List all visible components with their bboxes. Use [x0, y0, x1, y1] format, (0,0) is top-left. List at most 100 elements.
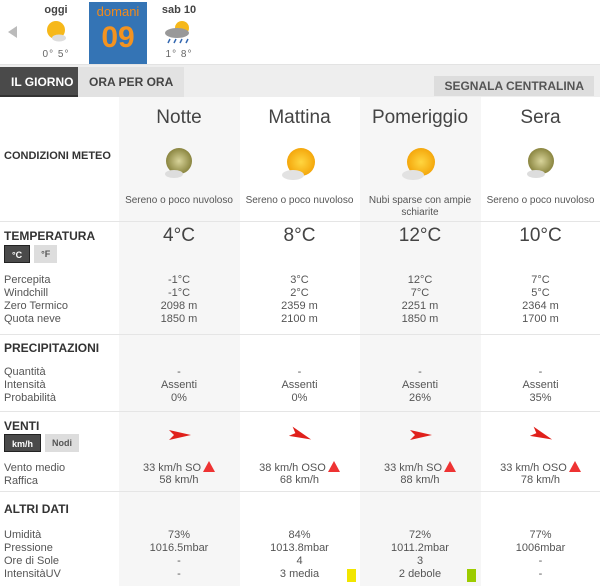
view-tabs: IL GIORNO ORA PER ORA SEGNALA CENTRALINA: [0, 65, 600, 97]
wind-average: 33 km/h SO: [119, 461, 239, 475]
wind-direction-arrow-icon: [360, 422, 480, 452]
period-name: Sera: [520, 107, 561, 128]
day-number: 09: [101, 21, 135, 54]
row-label: Intensità: [4, 379, 46, 391]
day-selector: oggi 0° 5° domani 09 sab 10 1° 8°: [0, 0, 600, 65]
precip-prob-value: 0%: [291, 392, 308, 404]
wind-direction-arrow-icon: [481, 422, 600, 452]
wind-speed: 38 km/h OSO: [259, 462, 326, 474]
condition-desc: Sereno o poco nuvoloso: [125, 195, 233, 206]
humidity-value: 72%: [408, 529, 432, 541]
day-name: oggi: [44, 4, 68, 16]
condition-desc: Sereno o poco nuvoloso: [486, 195, 595, 206]
uv-color-indicator: [346, 569, 356, 582]
precip-intensity-value: Assenti: [281, 379, 318, 391]
perceived-value: 3°C: [290, 274, 309, 286]
sun-cloud-icon: [240, 145, 360, 187]
row-label: Raffica: [4, 475, 39, 487]
row-label: IntensitàUV: [4, 568, 61, 580]
row-label: Windchill: [4, 287, 49, 299]
freezing-level-value: 2359 m: [281, 300, 318, 312]
report-station-button[interactable]: SEGNALA CENTRALINA: [434, 76, 594, 96]
section-title: ALTRI DATI: [4, 502, 69, 516]
period-name: Mattina: [268, 107, 331, 128]
wind-speed: 33 km/h SO: [142, 462, 202, 474]
precip-prob-value: 35%: [529, 392, 552, 404]
section-title: PRECIPITAZIONI: [4, 341, 100, 355]
fahrenheit-button[interactable]: °F: [34, 245, 58, 263]
knots-button[interactable]: Nodi: [45, 434, 80, 452]
period-name: Pomeriggio: [371, 107, 469, 128]
windchill-value: 7°C: [410, 287, 430, 299]
condition-desc: Nubi sparse con ampie schiarite: [368, 195, 472, 218]
sun-hours-value: 3: [416, 555, 424, 567]
row-label: Umidità: [4, 529, 42, 541]
uv-index-value: 2 debole: [398, 568, 442, 580]
prev-arrow-icon[interactable]: [8, 26, 17, 38]
precip-intensity-value: Assenti: [522, 379, 559, 391]
snow-level-value: 1700 m: [522, 313, 559, 325]
row-label: Quantità: [4, 366, 46, 378]
day-sat-10[interactable]: sab 10 1° 8°: [150, 2, 208, 64]
section-other: ALTRI DATI Umidità Pressione Ore di Sole In…: [0, 492, 600, 586]
freezing-level-value: 2364 m: [522, 300, 559, 312]
row-label: Probabilità: [4, 392, 56, 404]
day-temps: 1° 8°: [165, 49, 193, 60]
precip-qty-value: -: [177, 366, 181, 378]
row-label: Ore di Sole: [4, 555, 60, 567]
day-today[interactable]: oggi 0° 5°: [27, 2, 85, 64]
condition-desc: Sereno o poco nuvoloso: [245, 195, 354, 206]
day-name: domani: [96, 4, 140, 19]
humidity-value: 73%: [167, 529, 191, 541]
windchill-value: 5°C: [531, 287, 550, 299]
wind-average: 33 km/h SO: [360, 461, 480, 475]
warning-icon: [568, 461, 581, 472]
perceived-value: -1°C: [167, 274, 191, 286]
day-temps: 0° 5°: [42, 49, 70, 60]
sun-hours-value: -: [177, 555, 181, 567]
precip-qty-value: -: [538, 366, 543, 378]
row-label: Vento medio: [4, 462, 66, 474]
snow-level-value: 1850 m: [401, 313, 439, 325]
wind-gust-value: 78 km/h: [520, 474, 561, 486]
sun-cloud-icon: [360, 145, 480, 187]
row-label: Pressione: [4, 542, 53, 554]
temperature-value: 8°C: [283, 225, 316, 246]
section-temperature: TEMPERATURA °C °F Percepita Windchill Zero…: [0, 222, 600, 335]
windchill-value: 2°C: [290, 287, 309, 299]
day-name: sab 10: [161, 4, 197, 16]
warning-icon: [203, 461, 216, 472]
perceived-value: 12°C: [407, 274, 433, 286]
snow-level-value: 1850 m: [160, 313, 198, 325]
rain-cloud-icon: [165, 21, 189, 44]
tab-il-giorno[interactable]: IL GIORNO: [0, 67, 85, 97]
temperature-value: 10°C: [519, 225, 562, 246]
wind-speed: 33 km/h OSO: [500, 462, 567, 474]
sun-hours-value: -: [538, 555, 543, 567]
warning-icon: [327, 461, 340, 472]
precip-intensity-value: Assenti: [401, 379, 439, 391]
wind-average: 33 km/h OSO: [481, 461, 600, 475]
snow-level-value: 2100 m: [281, 313, 318, 325]
humidity-value: 77%: [529, 529, 552, 541]
pressure-value: 1013.8mbar: [270, 542, 329, 554]
precip-qty-value: -: [297, 366, 302, 378]
row-label: Zero Termico: [4, 300, 68, 312]
precip-intensity-value: Assenti: [160, 379, 198, 391]
moon-cloud-icon: [481, 145, 600, 185]
freezing-level-value: 2251 m: [401, 300, 439, 312]
day-tomorrow[interactable]: domani 09: [89, 2, 147, 64]
wind-gust-value: 58 km/h: [159, 474, 199, 486]
precip-prob-value: 0%: [171, 392, 187, 404]
warning-icon: [444, 461, 457, 472]
celsius-button[interactable]: °C: [4, 245, 31, 263]
moon-cloud-icon: [119, 145, 239, 185]
wind-gust-value: 88 km/h: [400, 474, 440, 486]
uv-index-value: -: [177, 568, 181, 580]
pressure-value: 1006mbar: [515, 542, 566, 554]
kmh-button[interactable]: km/h: [4, 434, 42, 452]
wind-direction-arrow-icon: [119, 422, 239, 452]
tab-ora-per-ora[interactable]: ORA PER ORA: [78, 67, 185, 97]
section-precipitation: PRECIPITAZIONI Quantità Intensità Probabil…: [0, 335, 600, 412]
wind-gust-value: 68 km/h: [279, 474, 320, 486]
